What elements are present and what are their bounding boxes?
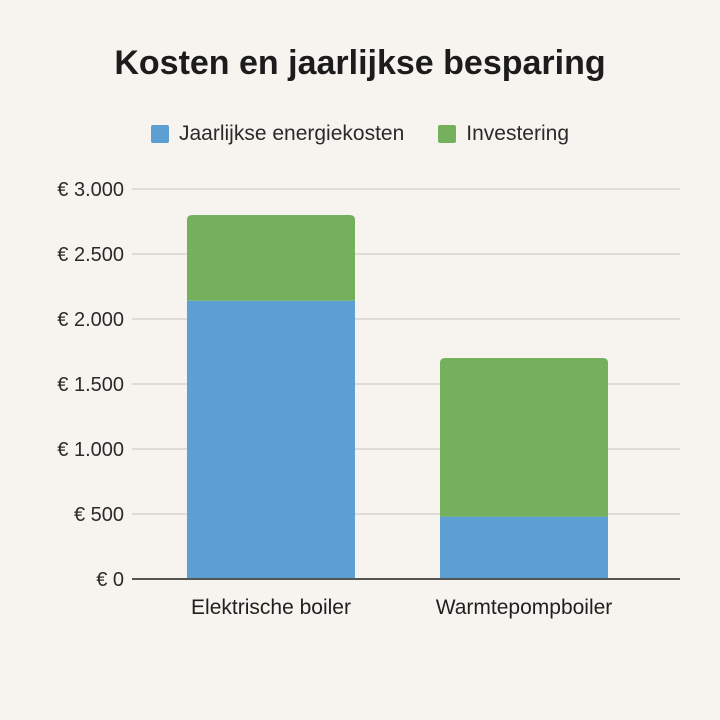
legend-swatch-energy [150, 125, 169, 143]
y-tick-label: € 1.000 [57, 439, 124, 461]
bar-segment-investment [187, 215, 355, 301]
chart-title: Kosten en jaarlijkse besparing [114, 44, 606, 82]
bar-segment-energy [187, 300, 355, 579]
legend-item-investment: Investering [438, 122, 569, 146]
y-tick-label: € 2.000 [57, 309, 124, 331]
bar-segment-energy [440, 516, 608, 579]
y-tick-label: € 2.500 [57, 244, 124, 266]
y-tick-label: € 0 [96, 569, 124, 591]
legend: Jaarlijkse energiekosten Investering [0, 122, 720, 146]
y-tick-label: € 3.000 [57, 179, 124, 201]
legend-label-energy: Jaarlijkse energiekosten [178, 122, 405, 145]
legend-label-investment: Investering [466, 122, 570, 145]
y-tick-label: € 1.500 [57, 374, 124, 396]
y-tick-label: € 500 [74, 504, 124, 526]
bar-segment-investment [440, 358, 608, 517]
x-category-label: Warmtepompboiler [436, 596, 613, 619]
legend-swatch-investment [438, 125, 457, 143]
legend-item-energy: Jaarlijkse energiekosten [150, 122, 405, 146]
x-category-label: Elektrische boiler [191, 596, 351, 619]
